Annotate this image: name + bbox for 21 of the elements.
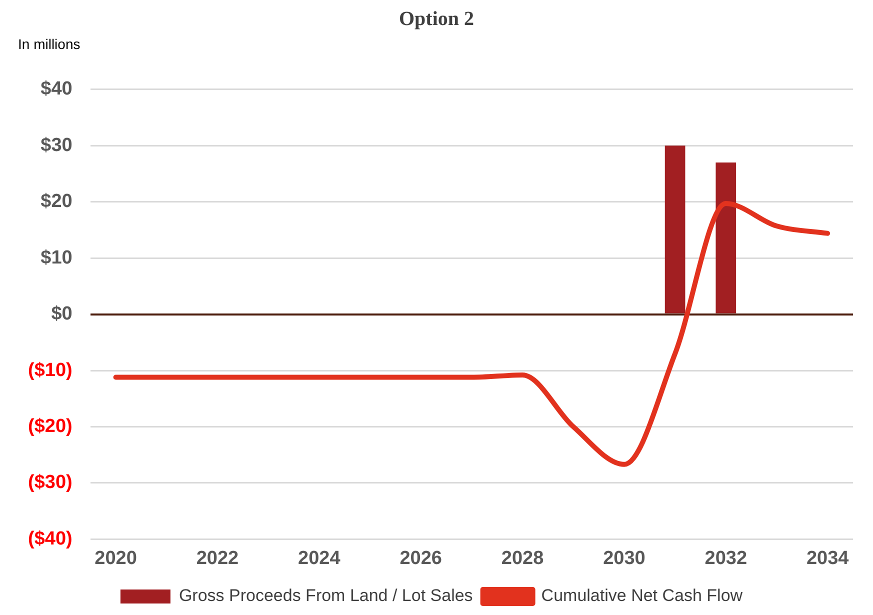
chart-title: Option 2: [398, 8, 476, 31]
x-tick-label: 2032: [704, 548, 748, 569]
legend-label: Gross Proceeds From Land / Lot Sales: [178, 586, 473, 606]
x-tick-label: 2026: [400, 548, 442, 569]
y-tick-label: $30: [40, 134, 72, 156]
y-tick-label: ($30): [28, 472, 72, 494]
x-tick-label: 2030: [603, 548, 646, 569]
y-axis-title: In millions: [18, 36, 80, 52]
y-tick-label: $0: [51, 304, 72, 325]
y-tick-label: ($40): [28, 528, 72, 550]
y-tick-label: $10: [40, 247, 72, 268]
x-tick-label: 2020: [94, 548, 137, 569]
y-tick-label: $20: [40, 191, 72, 212]
y-tick-label: $40: [40, 78, 72, 100]
x-tick-label: 2022: [196, 548, 239, 569]
x-tick-label: 2028: [501, 548, 544, 569]
x-tick-label: 2024: [298, 548, 341, 569]
y-tick-label: ($20): [28, 416, 72, 437]
x-tick-label: 2034: [806, 548, 850, 569]
legend-label: Cumulative Net Cash Flow: [541, 586, 744, 606]
y-tick-label: ($10): [28, 360, 72, 381]
